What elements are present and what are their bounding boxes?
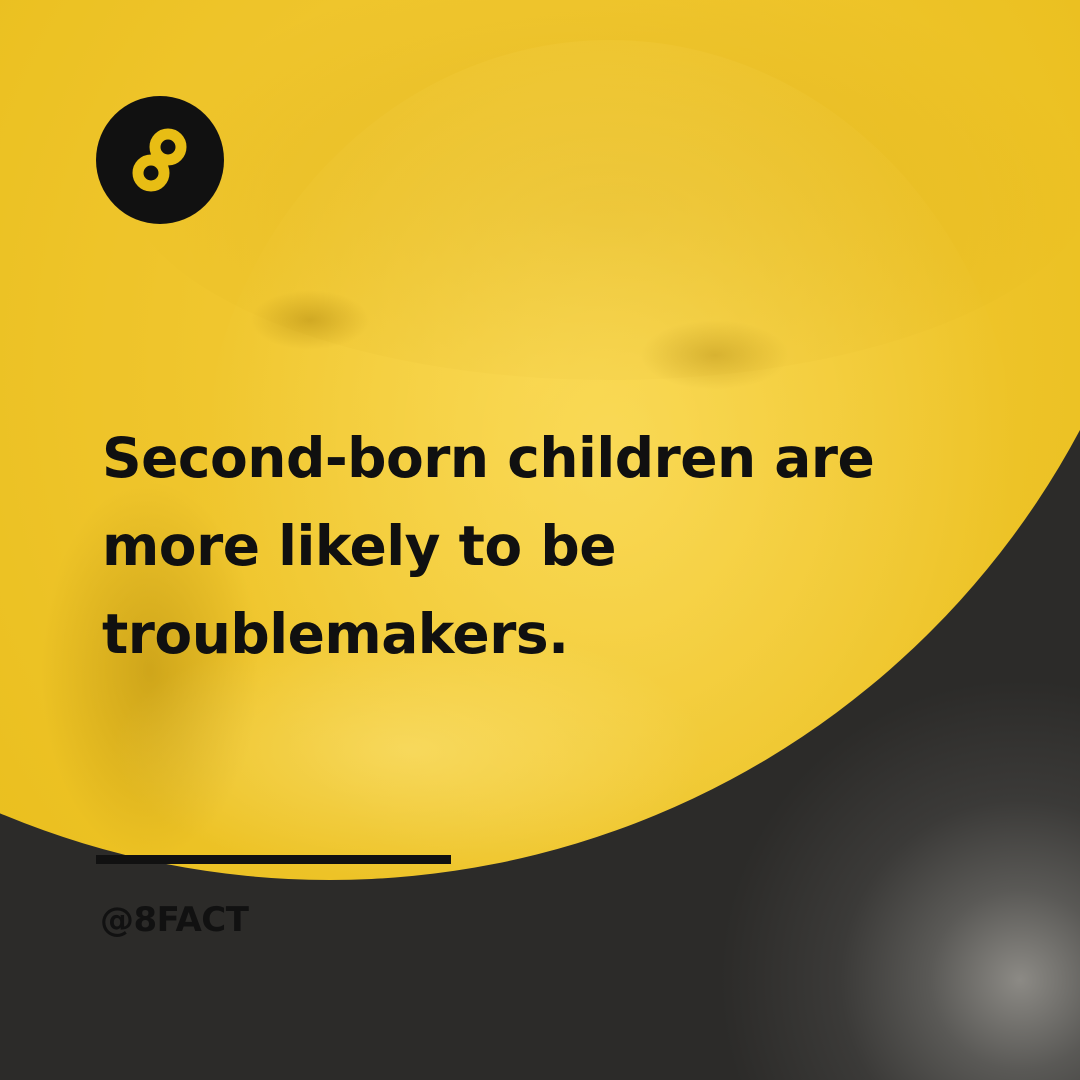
account-handle: @8FACT [100,900,249,940]
infinity-eight-icon [132,128,187,192]
brand-logo [96,96,224,224]
headline-line: Second-born children are [102,426,875,490]
ghost-photo-hair [120,0,1080,380]
ghost-photo-eye-left [250,290,370,350]
divider-line [96,855,451,864]
headline-line: troublemakers. [102,602,569,666]
ghost-photo-eye-right [640,320,790,390]
fact-headline: Second-born children are more likely to … [102,414,1002,678]
headline-line: more likely to be [102,514,617,578]
